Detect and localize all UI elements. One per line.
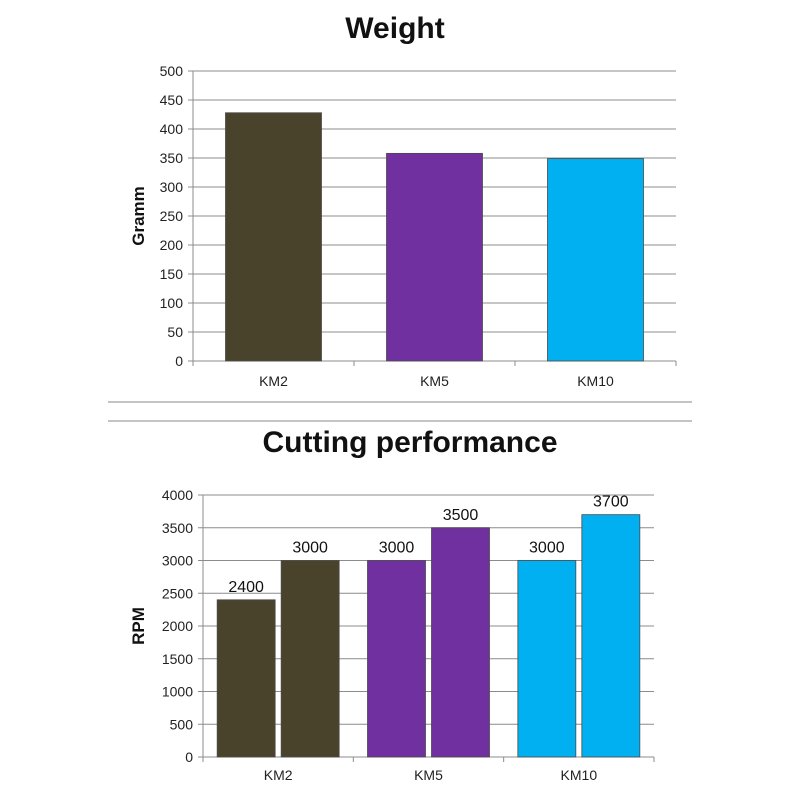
data-label: 3700	[593, 494, 629, 511]
weight-chart-title: Weight	[345, 12, 444, 45]
bar-km10-2	[581, 514, 641, 758]
x-category-label: KM5	[414, 767, 443, 783]
y-tick-label: 350	[160, 150, 184, 166]
y-tick-label: 3500	[162, 520, 193, 536]
rpm-y-axis-label: RPM	[129, 607, 148, 645]
bar-km10-1	[517, 560, 577, 758]
bar-km2	[225, 112, 322, 362]
bar-km5	[386, 152, 483, 362]
y-tick-label: 1500	[162, 651, 193, 667]
y-tick-label: 450	[160, 92, 184, 108]
cutting-performance-chart: Cutting performance RPM 0 500 1000 1500 2000…	[129, 426, 655, 783]
data-label: 3000	[529, 540, 565, 557]
y-tick-label: 500	[170, 716, 194, 732]
y-tick-label: 2500	[162, 585, 193, 601]
y-tick-label: 200	[160, 237, 184, 253]
y-tick-label: 4000	[162, 487, 193, 503]
x-category-label: KM10	[577, 373, 614, 389]
data-label: 2400	[228, 579, 264, 596]
y-tick-label: 250	[160, 208, 184, 224]
y-tick-label: 500	[160, 63, 184, 79]
y-tick-label: 300	[160, 179, 184, 195]
y-tick-label: 100	[160, 295, 184, 311]
bar-km2-1	[216, 599, 276, 758]
y-tick-label: 0	[185, 749, 193, 765]
y-tick-label: 150	[160, 266, 184, 282]
y-tick-label: 0	[175, 353, 183, 369]
x-category-label: KM2	[264, 767, 293, 783]
y-tick-label: 400	[160, 121, 184, 137]
y-tick-label: 2000	[162, 618, 193, 634]
bar-km10	[547, 158, 644, 362]
data-label: 3000	[379, 540, 415, 557]
cutting-performance-chart-title: Cutting performance	[262, 426, 557, 459]
x-category-label: KM5	[420, 373, 449, 389]
weight-chart: Weight Gramm 0 50 100 150 200 250 300 350 400 450…	[129, 12, 677, 389]
x-category-label: KM2	[259, 373, 288, 389]
y-tick-label: 50	[167, 324, 183, 340]
bar-km5-1	[367, 560, 426, 758]
bar-km2-2	[280, 560, 340, 758]
weight-y-axis-label: Gramm	[129, 186, 148, 246]
data-label: 3000	[292, 540, 328, 557]
data-label: 3500	[443, 507, 479, 524]
bar-km5-2	[431, 527, 490, 758]
y-tick-label: 3000	[162, 553, 193, 569]
x-category-label: KM10	[561, 767, 598, 783]
y-tick-label: 1000	[162, 684, 193, 700]
